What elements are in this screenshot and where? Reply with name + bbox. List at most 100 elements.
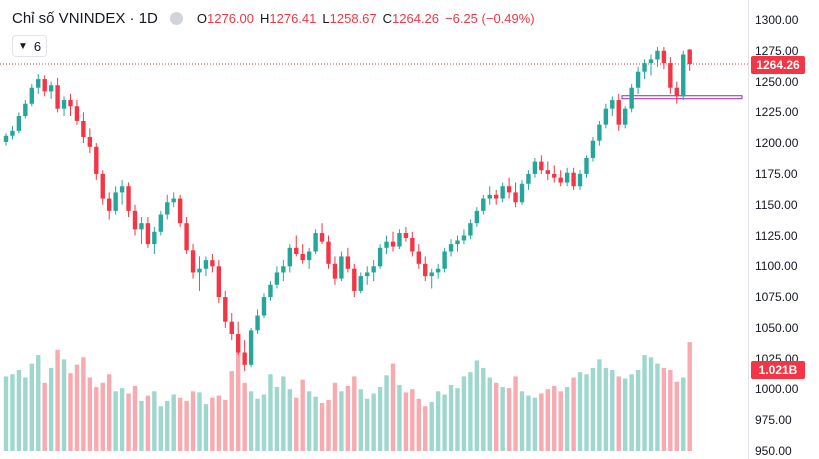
candle-body: [287, 247, 292, 267]
chart-area[interactable]: [0, 0, 748, 459]
chevron-down-icon: ▼: [18, 40, 28, 52]
candle-body: [642, 63, 647, 72]
market-status-icon: [169, 12, 183, 25]
volume-bar: [371, 393, 376, 451]
price-tick-label: 1050.00: [755, 320, 799, 335]
candle-body: [500, 186, 505, 199]
candle-body: [384, 241, 389, 248]
candle-body: [255, 315, 260, 331]
price-tick-label: 975.00: [755, 413, 792, 428]
volume-bar: [190, 391, 196, 451]
candle-body: [139, 223, 144, 230]
candle-body: [68, 100, 73, 107]
candle-body: [16, 116, 22, 131]
candle-body: [113, 192, 118, 211]
volume-bar: [577, 372, 583, 451]
candle-body: [365, 272, 370, 277]
candle-body: [577, 173, 583, 187]
volume-bar: [435, 391, 441, 451]
candle-body: [313, 233, 318, 252]
candle-body: [190, 250, 196, 273]
volume-bar: [623, 378, 628, 451]
symbol-title[interactable]: Chỉ số VNINDEX · 1D: [12, 10, 158, 27]
candle-body: [132, 210, 138, 230]
candle-body: [584, 157, 589, 174]
volume-bar: [635, 370, 641, 451]
candle-body: [184, 223, 189, 251]
candle-body: [410, 237, 415, 252]
volume-bar: [571, 377, 576, 451]
price-tick-label: 1300.00: [755, 13, 799, 27]
candle-body: [152, 231, 157, 245]
candle-body: [610, 100, 615, 109]
volume-bar: [423, 406, 428, 451]
volume-bar: [526, 395, 531, 451]
candle-body: [3, 135, 9, 142]
price-scale[interactable]: 1300.00 1275.00 1250.00 1225.00 1200.00 1175.…: [748, 0, 819, 459]
price-tick-label: 1275.00: [755, 43, 799, 58]
candle-body: [100, 173, 105, 199]
candle-body: [165, 202, 170, 215]
volume-bar: [590, 367, 596, 451]
candle-body: [294, 247, 299, 254]
indicators-toggle-button[interactable]: ▼ 6: [12, 35, 48, 57]
volume-bar: [326, 399, 331, 451]
volume-bar: [3, 376, 9, 451]
volume-bar: [390, 363, 396, 451]
candle-body: [23, 103, 28, 117]
volume-bar: [177, 397, 183, 451]
open-value: O1276.00: [196, 11, 254, 26]
volume-bar: [345, 385, 351, 451]
volume-bar: [42, 382, 47, 451]
volume-bar: [455, 388, 460, 451]
candle-body: [107, 198, 112, 211]
candle-body: [468, 223, 473, 236]
candle-body: [177, 198, 183, 224]
volume-bar: [313, 396, 318, 451]
volume-bar: [442, 394, 447, 451]
price-tick-label: 1175.00: [755, 166, 798, 181]
volume-bar: [506, 388, 512, 451]
volume-bar: [365, 398, 370, 451]
volume-bar: [306, 391, 312, 451]
volume-bar: [210, 397, 215, 451]
candle-body: [371, 266, 376, 273]
candle-body: [94, 146, 99, 174]
candle-body: [203, 260, 209, 269]
candle-body: [36, 79, 41, 88]
volume-bar: [648, 357, 654, 451]
candle-body: [487, 194, 492, 199]
candle-body: [474, 210, 480, 224]
candle-body: [558, 177, 563, 183]
candle-body: [661, 50, 667, 64]
volume-bar: [274, 387, 280, 451]
candle-body: [377, 247, 383, 267]
candle-body: [300, 253, 305, 261]
volume-bar: [281, 376, 286, 451]
candle-body: [597, 124, 602, 141]
volume-bar: [119, 388, 125, 451]
volume-bar: [152, 391, 157, 451]
candle-body: [248, 330, 254, 365]
price-tick-label: 1000.00: [755, 382, 799, 397]
candle-body: [48, 85, 54, 92]
volume-bar: [94, 387, 99, 451]
candle-body: [158, 214, 163, 232]
volume-bar: [616, 376, 621, 451]
volume-bar: [248, 391, 254, 451]
volume-bar: [629, 374, 634, 451]
candle-body: [87, 136, 93, 147]
volume-bar: [16, 370, 22, 451]
candle-body: [552, 173, 557, 178]
chart-canvas[interactable]: [0, 0, 748, 459]
candle-body: [319, 233, 325, 242]
volume-bar: [184, 400, 189, 451]
candle-body: [242, 352, 247, 365]
volume-bar: [87, 377, 93, 451]
volume-bar: [171, 394, 176, 451]
candle-body: [10, 130, 15, 136]
candle-body: [648, 59, 654, 64]
candle-body: [74, 106, 80, 121]
candle-body: [390, 241, 396, 247]
volume-bar: [165, 400, 170, 451]
